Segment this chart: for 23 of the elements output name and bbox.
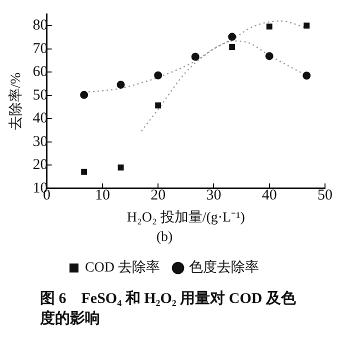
point xyxy=(265,52,274,60)
point xyxy=(228,32,236,41)
text: (b) xyxy=(156,230,173,245)
point xyxy=(81,168,88,175)
point xyxy=(155,102,162,108)
x-axis-title: H₂O₂ 投加量/(g·L⁻¹) xyxy=(126,209,246,226)
point xyxy=(266,24,272,30)
y-axis-title: 去除率/% xyxy=(8,72,24,130)
x-tick-label: 20 xyxy=(150,187,166,204)
legend-label: 色度去除率 xyxy=(189,260,260,276)
point xyxy=(80,90,88,99)
point xyxy=(154,71,162,80)
point xyxy=(302,72,311,80)
point xyxy=(304,22,310,29)
x-tick-label: 50 xyxy=(318,187,332,204)
x-tick-label: 30 xyxy=(206,187,222,204)
x-tick-label: 10 xyxy=(94,187,110,204)
caption: 图 6 FeSO₄ 和 H₂O₂ 用量对 COD 及色度的影响 xyxy=(40,289,297,329)
point xyxy=(116,80,125,89)
x-tick-label: 40 xyxy=(262,187,277,204)
legend-label: COD 去除率 xyxy=(84,260,160,276)
point xyxy=(118,164,124,170)
point xyxy=(229,44,236,50)
